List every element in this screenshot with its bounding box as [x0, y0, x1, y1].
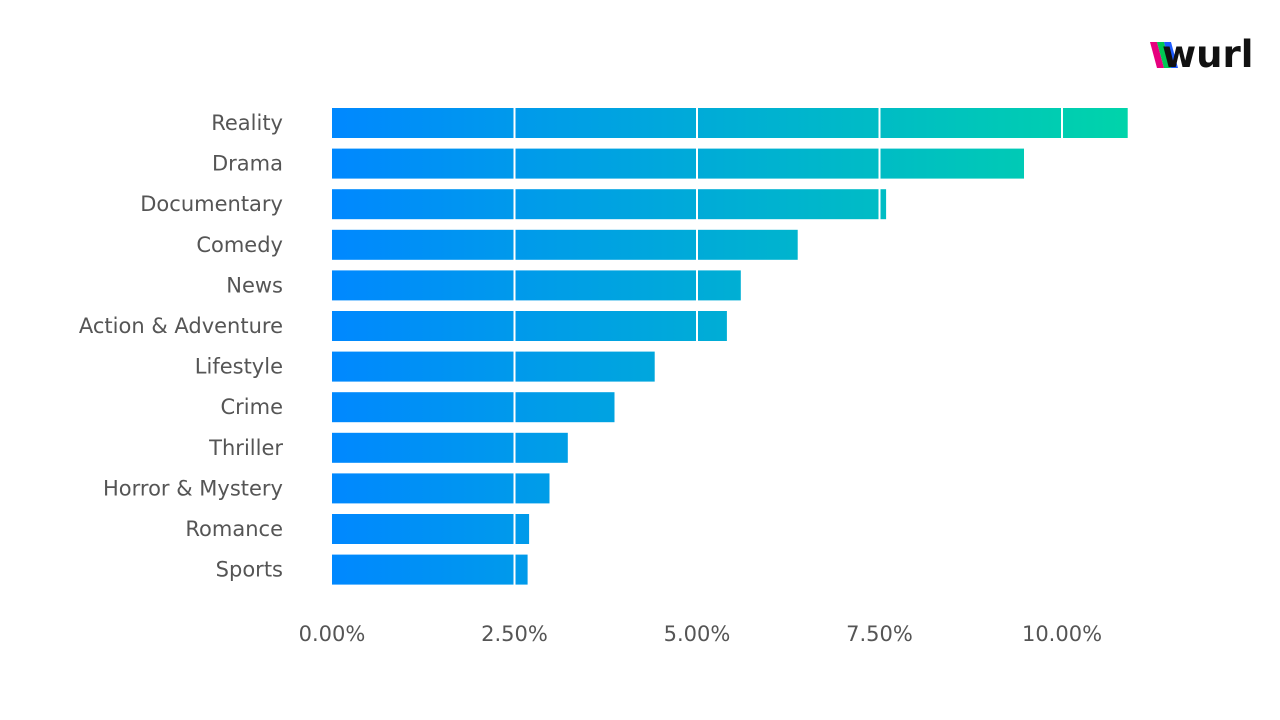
bar-lifestyle: [332, 351, 655, 382]
bar-thriller: [332, 432, 568, 463]
category-label-comedy: Comedy: [196, 233, 283, 257]
category-label-reality: Reality: [211, 111, 283, 135]
bar-action-and-adventure: [332, 311, 727, 341]
category-label-romance: Romance: [185, 517, 283, 541]
x-tick-label-1: 2.50%: [481, 622, 548, 646]
x-tick-label-2: 5.00%: [664, 622, 731, 646]
logo-stripe-pink: [1150, 42, 1164, 68]
bar-drama: [332, 148, 1024, 179]
bar-comedy: [332, 229, 798, 260]
logo-stripe-green: [1157, 42, 1171, 68]
logo-wordmark: wurl: [1162, 33, 1252, 74]
x-axis-tick-labels: 0.00% 2.50% 5.00% 7.50% 10.00%: [299, 622, 1102, 646]
x-tick-label-0: 0.00%: [299, 622, 366, 646]
bar-reality: [332, 108, 1128, 138]
bar-documentary: [332, 189, 887, 220]
wurl-logo: wurl: [1150, 33, 1252, 74]
category-label-sports: Sports: [216, 558, 283, 582]
bar-crime: [332, 392, 615, 423]
bar-horror-and-mystery: [332, 473, 550, 504]
bar-romance: [332, 514, 530, 544]
category-label-news: News: [226, 273, 283, 297]
category-labels-layer: Reality Drama Documentary Comedy News Action …: [79, 111, 283, 582]
bars-layer: [332, 108, 1128, 585]
x-tick-label-3: 7.50%: [846, 622, 913, 646]
category-label-lifestyle: Lifestyle: [195, 355, 283, 379]
category-label-documentary: Documentary: [140, 192, 283, 216]
logo-stripe-blue: [1164, 42, 1178, 68]
category-label-action-and-adventure: Action & Adventure: [79, 314, 283, 338]
x-tick-label-4: 10.00%: [1022, 622, 1102, 646]
bar-sports: [332, 554, 528, 585]
bar-news: [332, 270, 741, 301]
category-label-drama: Drama: [212, 152, 283, 176]
category-label-crime: Crime: [220, 395, 283, 419]
category-label-thriller: Thriller: [208, 436, 283, 460]
category-label-horror-and-mystery: Horror & Mystery: [103, 476, 283, 500]
gridlines-layer: [513, 104, 1063, 585]
